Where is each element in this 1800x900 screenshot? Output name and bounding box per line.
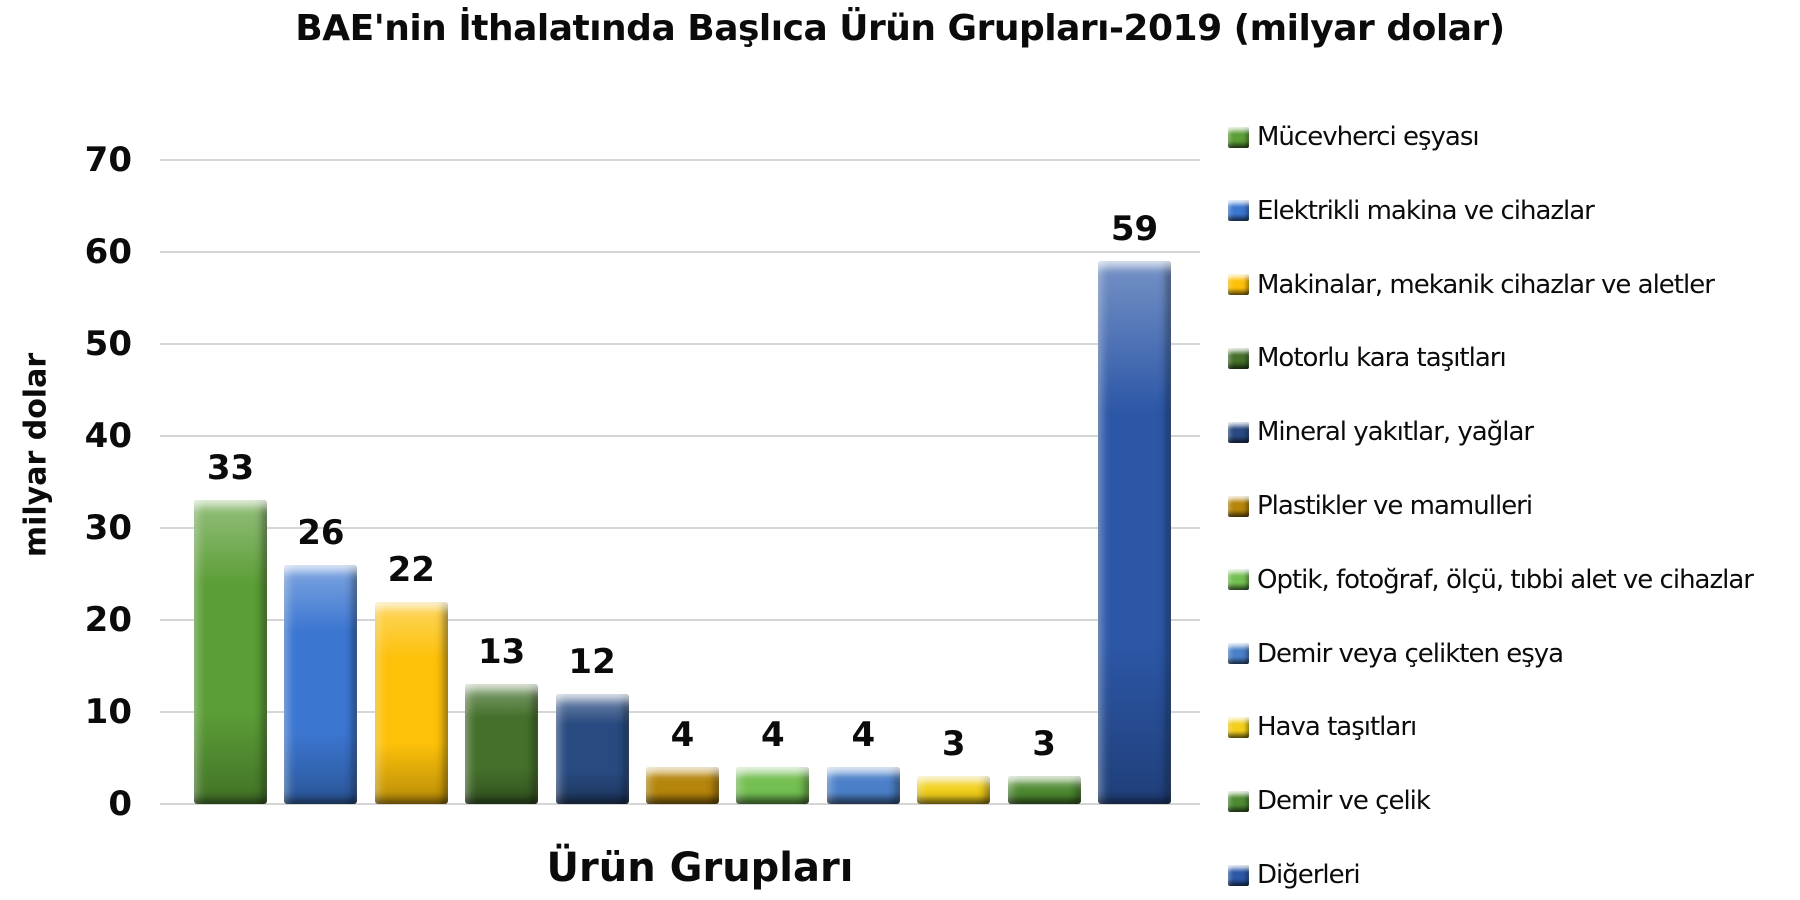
bar-value-label: 3 xyxy=(941,724,966,764)
bar xyxy=(917,776,991,804)
y-tick-label: 40 xyxy=(84,416,132,456)
y-tick-label: 20 xyxy=(84,600,132,640)
bar xyxy=(1007,776,1081,804)
legend-item: Optik, fotoğraf, ölçü, tıbbi alet ve cih… xyxy=(1228,563,1754,597)
gridline xyxy=(160,711,1200,713)
legend-marker-icon xyxy=(1228,126,1249,148)
bar-value-label: 3 xyxy=(1032,724,1056,764)
bar-value-label: 59 xyxy=(1110,209,1159,249)
bar xyxy=(374,602,448,804)
chart-title: BAE'nin İthalatında Başlıca Ürün Gruplar… xyxy=(295,8,1505,49)
gridline xyxy=(160,343,1200,345)
gridline xyxy=(160,619,1200,621)
legend-label: Demir veya çelikten eşya xyxy=(1257,638,1564,669)
legend-item: Hava taşıtları xyxy=(1228,710,1417,744)
gridline xyxy=(160,251,1200,253)
legend-item: Elektrikli makina ve cihazlar xyxy=(1228,194,1595,228)
bar xyxy=(555,694,629,804)
bar-value-label: 33 xyxy=(206,448,255,488)
legend-item: Mineral yakıtlar, yağlar xyxy=(1228,415,1534,449)
legend-item: Mücevherci eşyası xyxy=(1228,120,1480,154)
legend-marker-icon xyxy=(1228,716,1249,738)
legend-item: Demir ve çelik xyxy=(1228,784,1431,818)
y-tick-label: 30 xyxy=(84,508,132,548)
legend-label: Mücevherci eşyası xyxy=(1257,122,1480,152)
legend-label: Elektrikli makina ve cihazlar xyxy=(1257,195,1595,226)
legend-marker-icon xyxy=(1228,347,1249,369)
y-tick-label: 50 xyxy=(84,324,132,364)
bar xyxy=(465,684,539,804)
legend-marker-icon xyxy=(1228,274,1249,296)
bar-value-label: 13 xyxy=(478,632,526,672)
legend-item: Makinalar, mekanik cihazlar ve aletler xyxy=(1228,268,1715,302)
y-tick-label: 70 xyxy=(84,140,132,180)
legend-marker-icon xyxy=(1228,495,1249,517)
bar-value-label: 22 xyxy=(387,550,435,590)
bar-value-label: 26 xyxy=(297,513,345,553)
legend-label: Mineral yakıtlar, yağlar xyxy=(1257,417,1534,448)
bar xyxy=(646,767,719,804)
legend-label: Demir ve çelik xyxy=(1257,786,1431,817)
legend-marker-icon xyxy=(1228,200,1249,222)
legend-marker-icon xyxy=(1228,864,1249,886)
gridline xyxy=(160,803,1200,805)
legend-label: Motorlu kara taşıtları xyxy=(1257,343,1507,374)
gridline xyxy=(160,435,1200,437)
y-tick-label: 10 xyxy=(84,692,132,732)
legend-marker-icon xyxy=(1228,569,1249,591)
x-axis-title: Ürün Grupları xyxy=(546,845,854,891)
legend-label: Hava taşıtları xyxy=(1257,712,1417,743)
bar xyxy=(284,565,358,804)
legend-item: Demir veya çelikten eşya xyxy=(1228,637,1564,671)
bar xyxy=(736,767,810,804)
legend-item: Motorlu kara taşıtları xyxy=(1228,341,1507,375)
gridline xyxy=(160,527,1200,529)
legend-label: Makinalar, mekanik cihazlar ve aletler xyxy=(1257,269,1715,300)
legend-item: Diğerleri xyxy=(1228,858,1361,892)
bar-value-label: 4 xyxy=(670,715,695,755)
bar xyxy=(1098,261,1171,804)
gridline xyxy=(160,159,1200,161)
bar xyxy=(826,767,900,804)
legend-item: Plastikler ve mamulleri xyxy=(1228,489,1533,523)
y-tick-label: 60 xyxy=(84,232,132,272)
y-tick-label: 0 xyxy=(108,784,132,824)
legend-label: Optik, fotoğraf, ölçü, tıbbi alet ve cih… xyxy=(1257,564,1754,595)
legend-marker-icon xyxy=(1228,643,1249,665)
bar-value-label: 4 xyxy=(851,715,876,755)
bar-value-label: 12 xyxy=(568,642,616,682)
legend-label: Plastikler ve mamulleri xyxy=(1257,491,1533,521)
bar xyxy=(194,500,267,804)
legend-marker-icon xyxy=(1228,421,1249,443)
bar-value-label: 4 xyxy=(761,715,785,755)
legend-marker-icon xyxy=(1228,790,1249,812)
legend-label: Diğerleri xyxy=(1257,860,1361,890)
